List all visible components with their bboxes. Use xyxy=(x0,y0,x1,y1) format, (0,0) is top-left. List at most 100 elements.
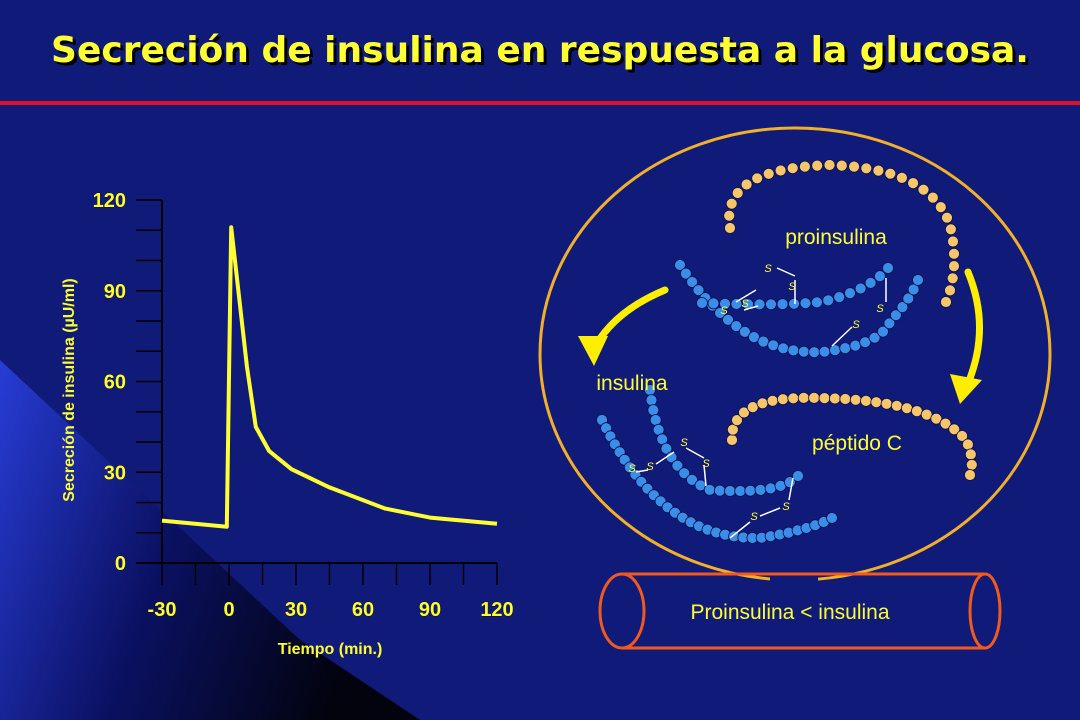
b-chain-bead xyxy=(839,342,852,355)
c-peptide-free-bead xyxy=(787,392,800,405)
c-peptide-bead xyxy=(947,235,959,248)
a-chain-bead xyxy=(811,296,823,309)
b-chain-bead xyxy=(777,342,790,355)
b-chain-bead xyxy=(877,325,889,338)
insulin-a-chain-bead xyxy=(686,473,698,486)
b-chain-bead xyxy=(730,320,743,333)
slide-title: Secreción de insulina en respuesta a la … xyxy=(51,30,1029,71)
insulin-a-chain-bead xyxy=(754,483,767,496)
c-peptide-bead xyxy=(811,159,824,172)
c-peptide-free-bead xyxy=(777,393,789,406)
c-peptide-bead xyxy=(940,296,952,308)
b-chain-bead xyxy=(907,283,920,296)
a-chain-bead xyxy=(753,298,766,311)
vessel-label: Proinsulina < insulina xyxy=(690,601,889,624)
a-chain-bead xyxy=(776,298,789,311)
c-peptide-bead xyxy=(948,260,960,273)
disulfide-s-label: S xyxy=(764,263,772,275)
c-peptide-free-bead xyxy=(849,393,862,406)
c-peptide-bead xyxy=(774,164,787,177)
a-chain-bead xyxy=(874,270,886,283)
disulfide-s-label: S xyxy=(852,319,860,331)
c-peptide-bead xyxy=(762,167,775,180)
insulin-a-chain-bead xyxy=(660,442,673,455)
x-tick-label: -30 xyxy=(148,599,177,621)
disulfide-s-label: S xyxy=(876,303,884,315)
c-peptide-free-bead xyxy=(726,434,738,446)
proinsulina-label: proinsulina xyxy=(785,226,887,249)
c-peptide-bead xyxy=(823,159,836,171)
insulin-a-chain-bead xyxy=(764,482,777,495)
y-tick-label: 0 xyxy=(115,553,126,575)
insulin-a-chain-bead xyxy=(792,470,804,482)
insulin-a-chain-bead xyxy=(649,414,662,426)
insulin-a-chain-bead xyxy=(734,485,747,497)
x-tick-label: 90 xyxy=(419,599,441,621)
vessel-wall xyxy=(622,572,985,650)
insulina-label: insulina xyxy=(596,372,668,395)
disulfide-s-label: S xyxy=(646,461,654,473)
c-peptide-bead xyxy=(751,172,764,185)
c-peptide-bead xyxy=(948,247,960,260)
b-chain-bead xyxy=(868,331,881,344)
a-chain-bead xyxy=(730,298,743,310)
c-peptide-free-bead xyxy=(797,391,810,404)
c-peptide-bead xyxy=(946,272,959,285)
c-peptide-free-bead xyxy=(808,391,820,404)
c-peptide-bead xyxy=(799,160,811,173)
c-peptide-free-bead xyxy=(870,396,883,409)
secretion-channel xyxy=(770,540,818,590)
a-chain-bead xyxy=(854,282,867,295)
x-tick-label: 60 xyxy=(352,599,374,621)
y-axis-label: Secreción de insulina (µU/ml) xyxy=(61,278,78,502)
disulfide-s-label: S xyxy=(702,458,710,470)
insulin-b-chain-bead xyxy=(826,512,838,524)
disulfide-s-label: S xyxy=(720,305,728,317)
c-peptide-bead xyxy=(723,209,736,222)
b-chain-bead xyxy=(818,345,831,358)
a-chain-bead xyxy=(788,297,800,310)
c-peptide-free-bead xyxy=(818,392,831,405)
c-peptide-free-bead xyxy=(731,414,743,427)
c-peptide-free-bead xyxy=(962,438,974,451)
c-peptide-free-bead xyxy=(880,397,893,410)
c-peptide-free-bead xyxy=(860,394,872,407)
b-chain-bead xyxy=(829,344,841,357)
c-peptide-bead xyxy=(927,191,939,204)
a-chain-bead xyxy=(882,262,894,274)
disulfide-s-label: S xyxy=(788,281,796,293)
peptido-c-label: péptido C xyxy=(812,432,902,455)
b-chain-bead xyxy=(680,267,692,280)
c-peptide-free-bead xyxy=(901,402,913,415)
insulin-a-chain-bead xyxy=(744,484,757,497)
c-peptide-bead xyxy=(724,222,736,234)
arrow-to-insulina-head xyxy=(578,336,608,366)
b-chain-bead xyxy=(674,259,686,271)
chart-axes: 0 30 60 90 120 -30 0 30 60 90 120 xyxy=(92,190,514,622)
c-peptide-free-bead xyxy=(839,393,852,405)
b-chain-bead xyxy=(859,336,872,349)
c-peptide-bead xyxy=(884,167,897,180)
b-chain-bead xyxy=(767,339,780,352)
b-chain-bead xyxy=(896,301,909,314)
c-peptide-bead xyxy=(944,284,956,297)
c-peptide-free-bead xyxy=(890,399,903,412)
b-chain-bead xyxy=(849,339,862,352)
x-tick-label: 0 xyxy=(223,599,234,621)
a-chain-bead xyxy=(844,287,856,300)
c-peptide-bead xyxy=(848,160,860,173)
c-peptide-free-bead xyxy=(956,430,968,442)
c-peptide-bead xyxy=(786,162,799,175)
c-peptide-bead xyxy=(896,171,908,184)
disulfide-s-label: S xyxy=(741,298,749,310)
b-chain-bead xyxy=(797,345,810,358)
c-peptide-bead xyxy=(945,223,957,236)
c-peptide-bead xyxy=(725,197,738,210)
c-peptide-bead xyxy=(740,178,753,191)
b-chain-bead xyxy=(808,346,821,359)
vessel-left-end xyxy=(598,572,646,650)
a-chain-bead xyxy=(742,298,754,311)
arrow-to-peptido-c-head xyxy=(950,374,982,404)
b-chain-bead xyxy=(902,292,915,305)
